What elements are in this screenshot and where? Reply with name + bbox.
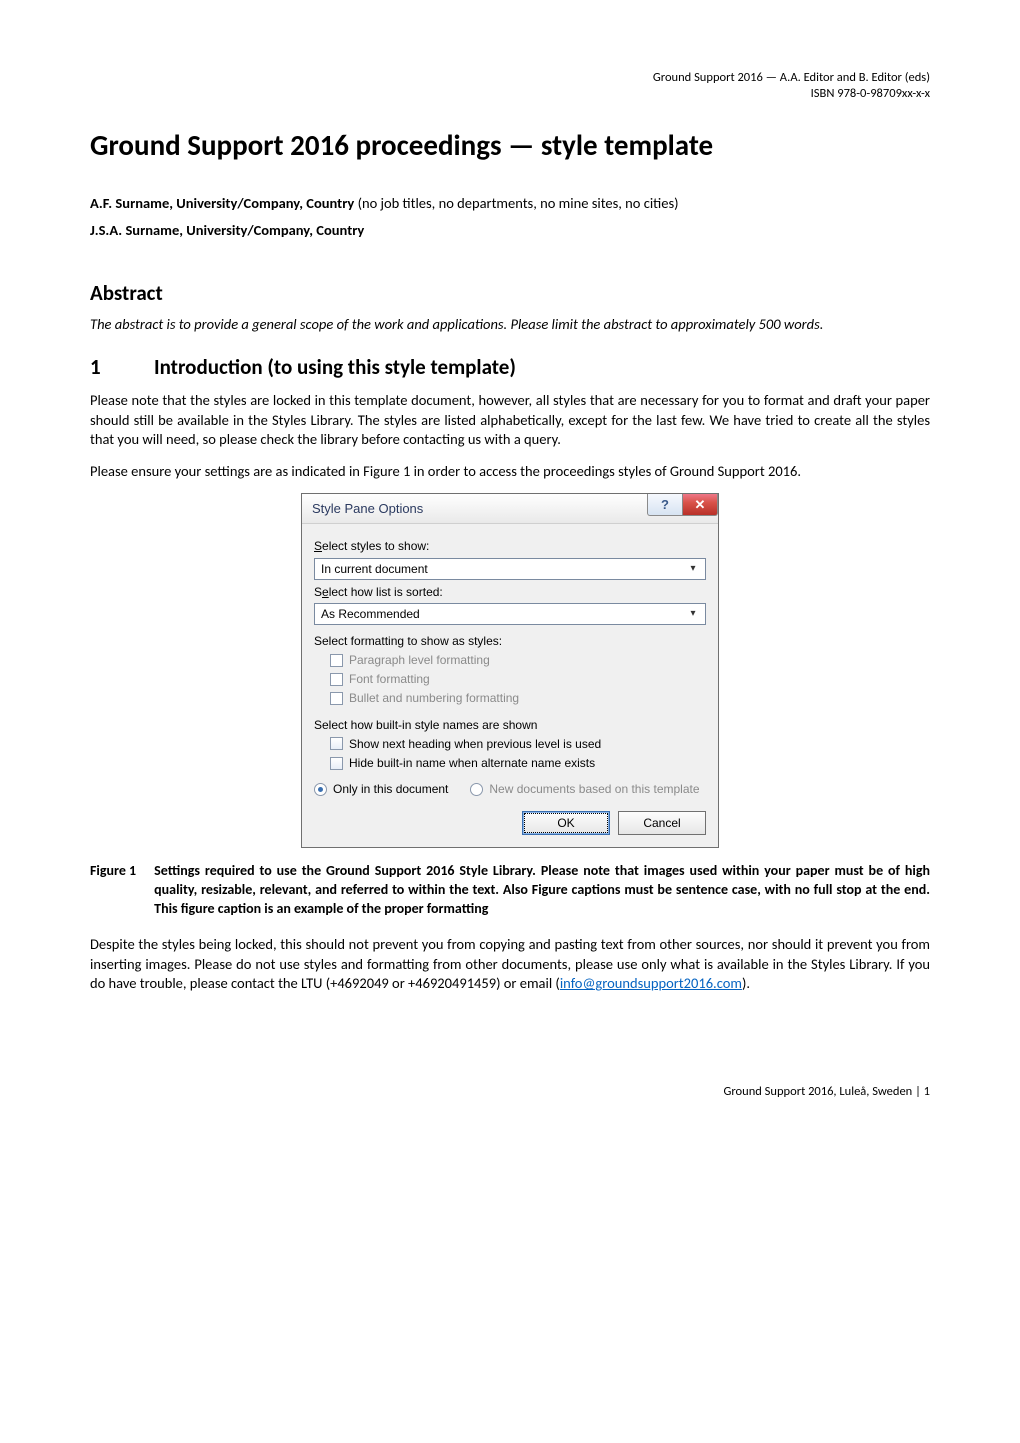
closing-post: ). <box>742 974 750 992</box>
checkbox-paragraph-row[interactable]: Paragraph level formatting <box>330 652 706 668</box>
select-styles-dropdown[interactable]: In current document ▾ <box>314 558 706 580</box>
checkbox-bullet-label: Bullet and numbering formatting <box>349 690 519 706</box>
contact-email-link[interactable]: info@groundsupport2016.com <box>560 974 742 992</box>
checkbox-icon <box>330 757 343 770</box>
page-footer: Ground Support 2016, Luleå, Sweden | 1 <box>90 1084 930 1101</box>
section-1-para-1: Please note that the styles are locked i… <box>90 391 930 450</box>
dialog-titlebar: Style Pane Options ? ✕ <box>302 494 718 524</box>
label-select-styles: Select styles to show: <box>314 538 706 554</box>
dialog-body: Select styles to show: In current docume… <box>302 524 718 847</box>
checkbox-font-label: Font formatting <box>349 671 430 687</box>
checkbox-icon <box>330 737 343 750</box>
figure-1-label: Figure 1 <box>90 862 136 919</box>
group-formatting-label: Select formatting to show as styles: <box>314 633 706 649</box>
checkbox-hide-builtin-label: Hide built-in name when alternate name e… <box>349 755 595 771</box>
author-1-tail: (no job titles, no departments, no mine … <box>354 194 678 212</box>
figure-1-caption: Figure 1 Settings required to use the Gr… <box>90 862 930 919</box>
checkbox-show-next-label: Show next heading when previous level is… <box>349 736 601 752</box>
section-1-heading: 1Introduction (to using this style templ… <box>90 353 930 381</box>
group-builtin-label: Select how built-in style names are show… <box>314 717 706 733</box>
checkbox-hide-builtin-row[interactable]: Hide built-in name when alternate name e… <box>330 755 706 771</box>
checkbox-bullet-row[interactable]: Bullet and numbering formatting <box>330 690 706 706</box>
help-button[interactable]: ? <box>647 494 683 516</box>
chevron-down-icon: ▾ <box>685 561 701 577</box>
checkbox-icon <box>330 692 343 705</box>
author-1-strong: A.F. Surname, University/Company, Countr… <box>90 194 354 212</box>
cb5-accel: H <box>349 756 358 770</box>
label-sort-accel: e <box>322 585 329 599</box>
closing-paragraph: Despite the styles being locked, this sh… <box>90 935 930 994</box>
cb4-accel: w <box>370 737 379 751</box>
cb5-post: ide built-in name when alternate name ex… <box>358 756 595 770</box>
checkbox-show-next-row[interactable]: Show next heading when previous level is… <box>330 736 706 752</box>
label-select-styles-text: elect styles to show: <box>322 539 429 553</box>
section-1-para-2: Please ensure your settings are as indic… <box>90 462 930 482</box>
cb4-post: next heading when previous level is used <box>379 737 601 751</box>
label-sort: Select how list is sorted: <box>314 584 706 600</box>
figure-1-image: Style Pane Options ? ✕ Select styles to … <box>90 493 930 848</box>
abstract-heading: Abstract <box>90 279 930 307</box>
radio-dot-icon <box>318 787 323 792</box>
closing-pre: Despite the styles being locked, this sh… <box>90 935 930 992</box>
close-button[interactable]: ✕ <box>682 494 718 516</box>
checkbox-icon <box>330 654 343 667</box>
section-1-title: Introduction (to using this style templa… <box>154 354 516 380</box>
radio-scope-row: Only in this document New documents base… <box>314 781 706 797</box>
radio-only-this-doc[interactable] <box>314 783 327 796</box>
label-select-styles-accel: S <box>314 539 322 553</box>
checkbox-font-row[interactable]: Font formatting <box>330 671 706 687</box>
select-sort-value: As Recommended <box>321 606 420 622</box>
select-sort-dropdown[interactable]: As Recommended ▾ <box>314 603 706 625</box>
paper-title: Ground Support 2016 proceedings — style … <box>90 129 930 162</box>
section-1-number: 1 <box>90 353 154 381</box>
dialog-button-row: OK Cancel <box>314 811 706 835</box>
author-line-1: A.F. Surname, University/Company, Countr… <box>90 194 930 214</box>
radio-new-docs[interactable] <box>470 783 483 796</box>
label-sort-pre: S <box>314 585 322 599</box>
chevron-down-icon: ▾ <box>685 606 701 622</box>
dialog-title: Style Pane Options <box>312 500 423 518</box>
label-sort-text: lect how list is sorted: <box>329 585 443 599</box>
select-styles-value: In current document <box>321 561 428 577</box>
checkbox-icon <box>330 673 343 686</box>
radio-new-docs-label: New documents based on this template <box>489 781 699 797</box>
header-line-2: ISBN 978-0-98709xx-x-x <box>90 86 930 102</box>
running-header: Ground Support 2016 — A.A. Editor and B.… <box>90 70 930 103</box>
header-line-1: Ground Support 2016 — A.A. Editor and B.… <box>90 70 930 86</box>
style-pane-options-dialog: Style Pane Options ? ✕ Select styles to … <box>301 493 719 848</box>
radio-only-this-doc-label: Only in this document <box>333 781 448 797</box>
figure-1-caption-text: Settings required to use the Ground Supp… <box>154 862 930 919</box>
abstract-text: The abstract is to provide a general sco… <box>90 315 930 335</box>
author-2-strong: J.S.A. Surname, University/Company, Coun… <box>90 221 364 239</box>
checkbox-paragraph-label: Paragraph level formatting <box>349 652 490 668</box>
window-buttons: ? ✕ <box>648 494 718 523</box>
author-line-2: J.S.A. Surname, University/Company, Coun… <box>90 221 930 241</box>
cb4-pre: Sho <box>349 737 370 751</box>
cancel-button[interactable]: Cancel <box>618 811 706 835</box>
ok-button[interactable]: OK <box>522 811 610 835</box>
